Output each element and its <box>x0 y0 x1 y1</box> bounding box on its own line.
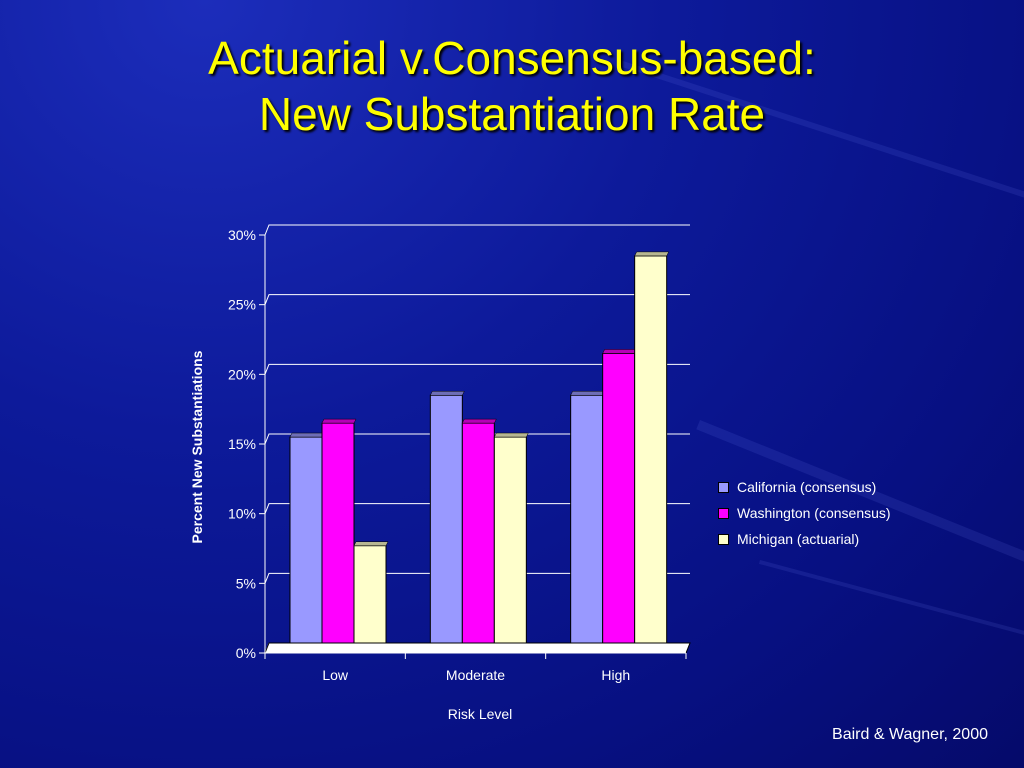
slide-title-line-2: New Substantiation Rate <box>258 88 766 140</box>
y-axis: 0% 5% 10% 15% 20% 25% 30% <box>228 227 266 661</box>
y-tick-label: 20% <box>228 366 256 382</box>
y-tick-label: 30% <box>228 227 256 243</box>
bar-top <box>461 418 497 424</box>
bar <box>461 422 495 644</box>
bar <box>429 394 463 644</box>
slide-title: Actuarial v.Consensus-based: New Substan… <box>0 30 1024 142</box>
bar-top <box>634 251 670 257</box>
legend-swatch-california <box>718 481 729 493</box>
gridline <box>264 433 690 445</box>
bar-top <box>353 541 389 546</box>
x-axis: Low Moderate High <box>264 653 687 683</box>
legend-label-michigan: Michigan (actuarial) <box>737 531 860 547</box>
y-axis-label: Percent New Substantiations <box>189 350 205 543</box>
y-tick-label: 15% <box>228 436 256 452</box>
gridline <box>264 294 690 305</box>
gridline <box>264 503 690 514</box>
y-tick-label: 0% <box>236 645 256 661</box>
bar <box>353 545 387 644</box>
bar-top <box>602 349 638 354</box>
legend-label-washington: Washington (consensus) <box>737 505 891 521</box>
citation: Baird & Wagner, 2000 <box>832 726 988 743</box>
legend-label-california: California (consensus) <box>737 479 877 495</box>
gridline <box>264 572 690 584</box>
legend-item-michigan: Michigan (actuarial) <box>718 526 891 552</box>
chart-legend: California (consensus) Washington (conse… <box>718 474 891 552</box>
bar <box>570 394 604 644</box>
bar-chart: 0% 5% 10% 15% 20% 25% 30% Low Moderate High Perc… <box>189 224 691 722</box>
legend-item-california: California (consensus) <box>718 474 891 500</box>
x-tick-label: Moderate <box>446 667 505 683</box>
bar <box>602 352 636 644</box>
bar-top <box>429 390 465 396</box>
y-tick-label: 5% <box>236 575 256 591</box>
bar-top <box>493 432 529 438</box>
x-tick-label: Low <box>322 667 349 683</box>
gridline <box>264 224 690 236</box>
bar-top <box>289 432 325 438</box>
bar <box>634 255 668 644</box>
legend-swatch-washington <box>718 507 729 519</box>
bar <box>289 436 323 644</box>
bar <box>321 422 355 644</box>
y-tick-label: 25% <box>228 297 256 313</box>
chart-grid <box>264 224 690 654</box>
x-tick-label: High <box>601 667 630 683</box>
x-axis-label: Risk Level <box>448 706 513 722</box>
chart-bars <box>289 251 670 644</box>
chart-floor <box>264 642 691 654</box>
legend-swatch-michigan <box>718 533 729 545</box>
bar-top <box>321 418 357 424</box>
legend-item-washington: Washington (consensus) <box>718 500 891 526</box>
slide-title-line-1: Actuarial v.Consensus-based: <box>208 32 816 84</box>
chart-floor-plane <box>264 642 691 654</box>
bar-top <box>570 390 606 396</box>
bar <box>493 436 527 644</box>
y-tick-label: 10% <box>228 506 256 522</box>
gridline <box>264 363 690 375</box>
